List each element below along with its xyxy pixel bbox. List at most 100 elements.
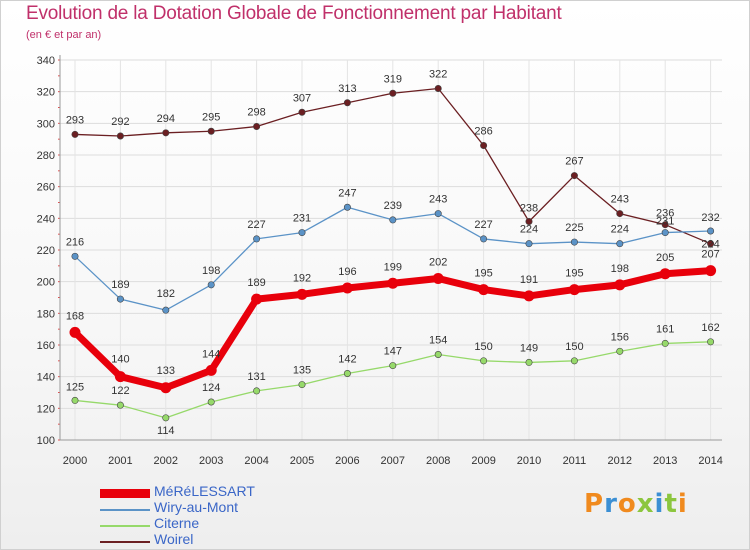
- legend-label: Wiry-au-Mont: [154, 499, 239, 515]
- data-label: 192: [293, 272, 311, 284]
- data-label: 292: [111, 116, 129, 128]
- y-tick-label: 200: [37, 277, 55, 289]
- x-tick-label: 2003: [199, 455, 223, 467]
- data-label: 224: [701, 239, 719, 251]
- data-label: 238: [520, 203, 538, 215]
- data-label: 144: [202, 348, 220, 360]
- chart-legend: MéRéLESSART Wiry-au-Mont Citerne Woirel: [100, 483, 360, 549]
- y-tick-label: 260: [37, 182, 55, 194]
- x-tick-label: 2008: [426, 455, 450, 467]
- data-label: 225: [565, 222, 583, 234]
- x-tick-label: 2009: [471, 455, 495, 467]
- data-point: [705, 265, 717, 277]
- data-point: [298, 108, 306, 116]
- data-point: [570, 357, 578, 365]
- x-tick-label: 2013: [653, 455, 677, 467]
- data-label: 114: [157, 425, 175, 437]
- logo-letter: i: [677, 489, 688, 519]
- data-point: [116, 132, 124, 140]
- data-point: [207, 127, 215, 135]
- data-point: [162, 414, 170, 422]
- y-tick-label: 220: [37, 245, 55, 257]
- y-tick-label: 120: [37, 403, 55, 415]
- x-tick-label: 2012: [608, 455, 632, 467]
- y-tick-label: 240: [37, 213, 55, 225]
- data-label: 205: [656, 252, 674, 264]
- data-point: [616, 210, 624, 218]
- data-label: 243: [429, 194, 447, 206]
- data-point: [434, 85, 442, 93]
- data-label: 162: [701, 322, 719, 334]
- data-label: 239: [384, 200, 402, 212]
- data-point: [251, 293, 263, 305]
- data-point: [661, 229, 669, 237]
- x-tick-label: 2014: [698, 455, 722, 467]
- data-label: 313: [338, 83, 356, 95]
- data-label: 293: [66, 114, 84, 126]
- data-point: [432, 273, 444, 284]
- data-label: 295: [202, 111, 220, 123]
- data-label: 298: [247, 107, 265, 119]
- data-point: [343, 203, 351, 211]
- x-tick-label: 2005: [290, 455, 314, 467]
- data-point: [707, 338, 715, 346]
- data-point: [661, 339, 669, 347]
- data-label: 189: [111, 279, 129, 291]
- data-label: 243: [611, 194, 629, 206]
- data-label: 231: [293, 213, 311, 225]
- y-tick-label: 300: [37, 118, 55, 130]
- data-point: [162, 129, 170, 137]
- data-point: [71, 396, 79, 404]
- data-point: [570, 238, 578, 246]
- data-point: [478, 284, 490, 296]
- data-point: [343, 99, 351, 107]
- data-point: [116, 401, 124, 409]
- logo-letter: o: [617, 489, 637, 519]
- data-label: 198: [202, 265, 220, 277]
- legend-item: MéRéLESSART: [100, 483, 360, 501]
- data-point: [707, 227, 715, 235]
- logo-letter: t: [664, 489, 678, 519]
- logo-letter: P: [584, 489, 605, 519]
- x-tick-label: 2001: [108, 455, 132, 467]
- data-point: [71, 130, 79, 138]
- data-label: 224: [611, 224, 629, 236]
- y-tick-label: 140: [37, 372, 55, 384]
- data-label: 140: [111, 354, 129, 366]
- legend-item: Wiry-au-Mont: [100, 499, 360, 517]
- data-label: 168: [66, 310, 84, 322]
- data-label: 125: [66, 381, 84, 393]
- logo-letter: i: [654, 489, 665, 519]
- x-tick-label: 2010: [517, 455, 541, 467]
- data-point: [434, 210, 442, 218]
- data-label: 195: [565, 268, 583, 280]
- data-point: [389, 89, 397, 97]
- x-tick-label: 2011: [563, 455, 587, 467]
- data-point: [253, 123, 261, 131]
- data-point: [205, 364, 217, 376]
- data-label: 122: [111, 385, 129, 397]
- x-tick-label: 2002: [154, 455, 178, 467]
- data-label: 191: [520, 274, 538, 286]
- y-tick-label: 180: [37, 308, 55, 320]
- data-label: 307: [293, 92, 311, 104]
- y-tick-label: 280: [37, 150, 55, 162]
- data-label: 247: [338, 187, 356, 199]
- legend-label: MéRéLESSART: [154, 483, 255, 499]
- data-label: 202: [429, 257, 447, 269]
- data-label: 154: [429, 335, 447, 347]
- data-label: 133: [157, 365, 175, 377]
- legend-swatch: [100, 509, 150, 511]
- legend-swatch: [100, 541, 150, 543]
- y-tick-label: 320: [37, 87, 55, 99]
- data-label: 198: [611, 263, 629, 275]
- data-point: [298, 381, 306, 389]
- data-point: [616, 240, 624, 248]
- data-label: 224: [520, 224, 538, 236]
- logo-letter: x: [636, 489, 655, 519]
- data-label: 142: [338, 354, 356, 366]
- chart-subtitle: (en € et par an): [26, 29, 102, 41]
- data-point: [389, 216, 397, 224]
- data-label: 161: [656, 323, 674, 335]
